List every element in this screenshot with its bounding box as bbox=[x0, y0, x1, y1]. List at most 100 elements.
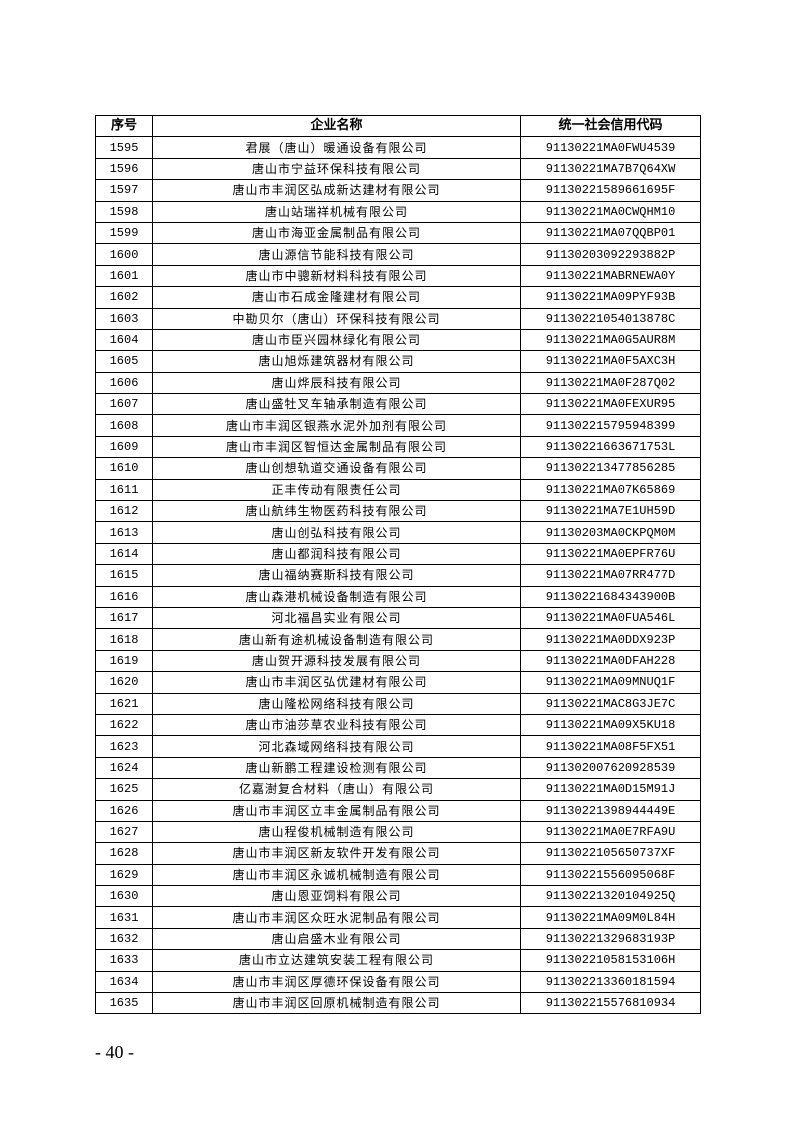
table-row: 1601 唐山市中骢新材料科技有限公司 91130221MABRNEWA0Y bbox=[95, 264, 701, 288]
credit-code: 91130221MA0DDX923P bbox=[520, 628, 701, 651]
company-name: 唐山市丰润区立丰金属制品有限公司 bbox=[152, 799, 521, 822]
company-name: 亿嘉澍复合材料（唐山）有限公司 bbox=[152, 778, 521, 801]
company-name: 唐山福纳赛斯科技有限公司 bbox=[152, 564, 521, 587]
credit-code: 911302215795948399 bbox=[520, 414, 701, 437]
company-name: 河北森域网络科技有限公司 bbox=[152, 735, 521, 758]
table-row: 1602 唐山市石成金隆建材有限公司 91130221MA09PYF93B bbox=[95, 286, 701, 309]
row-index: 1618 bbox=[95, 628, 153, 651]
table-row: 1603 中勘贝尔（唐山）环保科技有限公司 91130221054013878C bbox=[95, 307, 701, 330]
credit-code: 911302213477856285 bbox=[520, 457, 701, 480]
credit-code: 91130221MA0F5AXC3H bbox=[520, 350, 701, 373]
company-name: 唐山市丰润区众旺水泥制品有限公司 bbox=[152, 906, 521, 929]
row-index: 1631 bbox=[95, 906, 153, 929]
row-index: 1612 bbox=[95, 500, 153, 523]
table-row: 1614 唐山都润科技有限公司 91130221MA0EPFR76U bbox=[95, 542, 701, 566]
table-row: 1597 唐山市丰润区弘成新达建材有限公司 91130221589661695F bbox=[95, 179, 701, 202]
company-name: 唐山新鹏工程建设检测有限公司 bbox=[152, 756, 521, 780]
credit-code: 91130221054013878C bbox=[520, 307, 701, 330]
table-row: 1631 唐山市丰润区众旺水泥制品有限公司 91130221MA09M0L84H bbox=[95, 906, 701, 929]
table-row: 1618 唐山新有途机械设备制造有限公司 91130221MA0DDX923P bbox=[95, 628, 701, 651]
row-index: 1601 bbox=[95, 264, 153, 288]
credit-code: 91130221320104925Q bbox=[520, 885, 701, 908]
table-row: 1623 河北森域网络科技有限公司 91130221MA08F5FX51 bbox=[95, 735, 701, 758]
row-index: 1597 bbox=[95, 179, 153, 202]
table-row: 1605 唐山旭烁建筑器材有限公司 91130221MA0F5AXC3H bbox=[95, 350, 701, 373]
row-index: 1626 bbox=[95, 799, 153, 822]
row-index: 1599 bbox=[95, 221, 153, 245]
credit-code: 9113022105650737XF bbox=[520, 842, 701, 865]
company-name: 唐山贺开源科技发展有限公司 bbox=[152, 649, 521, 673]
table-row: 1604 唐山市臣兴园林绿化有限公司 91130221MA0G5AUR8M bbox=[95, 328, 701, 352]
table-row: 1595 君展（唐山）暖通设备有限公司 91130221MA0FWU4539 bbox=[95, 136, 701, 159]
credit-code: 91130203MA0CKPQM0M bbox=[520, 521, 701, 544]
credit-code: 91130221MA09X5KU18 bbox=[520, 713, 701, 737]
table-header-row: 序号 企业名称 统一社会信用代码 bbox=[95, 114, 701, 138]
company-name: 唐山烨辰科技有限公司 bbox=[152, 371, 521, 395]
table-row: 1633 唐山市立达建筑安装工程有限公司 91130221058153106H bbox=[95, 949, 701, 972]
table-row: 1611 正丰传动有限责任公司 91130221MA07K65869 bbox=[95, 478, 701, 502]
company-name: 唐山市丰润区弘成新达建材有限公司 bbox=[152, 179, 521, 202]
table-row: 1615 唐山福纳赛斯科技有限公司 91130221MA07RR477D bbox=[95, 564, 701, 587]
table-row: 1634 唐山市丰润区厚德环保设备有限公司 911302213360181594 bbox=[95, 970, 701, 994]
table-row: 1635 唐山市丰润区回原机械制造有限公司 911302215576810934 bbox=[95, 992, 701, 1015]
row-index: 1625 bbox=[95, 778, 153, 801]
credit-code: 91130203092293882P bbox=[520, 243, 701, 266]
credit-code: 91130221MA09M0L84H bbox=[520, 906, 701, 929]
credit-code: 91130221684343900B bbox=[520, 585, 701, 608]
row-index: 1596 bbox=[95, 157, 153, 181]
table-row: 1619 唐山贺开源科技发展有限公司 91130221MA0DFAH228 bbox=[95, 649, 701, 673]
header-index: 序号 bbox=[95, 114, 153, 138]
company-name: 唐山市丰润区厚德环保设备有限公司 bbox=[152, 970, 521, 994]
company-name: 中勘贝尔（唐山）环保科技有限公司 bbox=[152, 307, 521, 330]
credit-code: 91130221556095068F bbox=[520, 863, 701, 887]
table-row: 1628 唐山市丰润区新友软件开发有限公司 9113022105650737XF bbox=[95, 842, 701, 865]
credit-code: 91130221589661695F bbox=[520, 179, 701, 202]
credit-code: 91130221MA07K65869 bbox=[520, 478, 701, 502]
company-name: 唐山市宁益环保科技有限公司 bbox=[152, 157, 521, 181]
row-index: 1615 bbox=[95, 564, 153, 587]
credit-code: 91130221MA0FEXUR95 bbox=[520, 393, 701, 416]
company-name: 君展（唐山）暖通设备有限公司 bbox=[152, 136, 521, 159]
credit-code: 91130221MA0CWQHM10 bbox=[520, 200, 701, 223]
table-row: 1632 唐山启盛木业有限公司 91130221329683193P bbox=[95, 927, 701, 951]
credit-code: 91130221329683193P bbox=[520, 927, 701, 951]
company-name: 河北福昌实业有限公司 bbox=[152, 606, 521, 630]
row-index: 1603 bbox=[95, 307, 153, 330]
row-index: 1627 bbox=[95, 820, 153, 844]
row-index: 1611 bbox=[95, 478, 153, 502]
company-name: 唐山创想轨道交通设备有限公司 bbox=[152, 457, 521, 480]
company-name: 唐山旭烁建筑器材有限公司 bbox=[152, 350, 521, 373]
credit-code: 91130221MABRNEWA0Y bbox=[520, 264, 701, 288]
table-row: 1626 唐山市丰润区立丰金属制品有限公司 91130221398944449E bbox=[95, 799, 701, 822]
company-name: 唐山森港机械设备制造有限公司 bbox=[152, 585, 521, 608]
company-name: 唐山市海亚金属制品有限公司 bbox=[152, 221, 521, 245]
company-name: 唐山市中骢新材料科技有限公司 bbox=[152, 264, 521, 288]
row-index: 1622 bbox=[95, 713, 153, 737]
company-name: 唐山市石成金隆建材有限公司 bbox=[152, 286, 521, 309]
company-name: 正丰传动有限责任公司 bbox=[152, 478, 521, 502]
row-index: 1606 bbox=[95, 371, 153, 395]
row-index: 1613 bbox=[95, 521, 153, 544]
row-index: 1632 bbox=[95, 927, 153, 951]
credit-code: 91130221MA7B7Q64XW bbox=[520, 157, 701, 181]
table-row: 1613 唐山创弘科技有限公司 91130203MA0CKPQM0M bbox=[95, 521, 701, 544]
table-row: 1596 唐山市宁益环保科技有限公司 91130221MA7B7Q64XW bbox=[95, 157, 701, 181]
row-index: 1621 bbox=[95, 692, 153, 715]
header-company-name: 企业名称 bbox=[152, 114, 521, 138]
credit-code: 91130221663671753L bbox=[520, 435, 701, 459]
row-index: 1617 bbox=[95, 606, 153, 630]
table-row: 1630 唐山恩亚饲料有限公司 91130221320104925Q bbox=[95, 885, 701, 908]
row-index: 1635 bbox=[95, 992, 153, 1015]
row-index: 1595 bbox=[95, 136, 153, 159]
company-name: 唐山市丰润区弘优建材有限公司 bbox=[152, 671, 521, 694]
row-index: 1604 bbox=[95, 328, 153, 352]
table-row: 1624 唐山新鹏工程建设检测有限公司 911302007620928539 bbox=[95, 756, 701, 780]
row-index: 1633 bbox=[95, 949, 153, 972]
credit-code: 91130221MA09MNUQ1F bbox=[520, 671, 701, 694]
credit-code: 91130221MA07QQBP01 bbox=[520, 221, 701, 245]
row-index: 1616 bbox=[95, 585, 153, 608]
row-index: 1600 bbox=[95, 243, 153, 266]
company-name: 唐山航纬生物医药科技有限公司 bbox=[152, 500, 521, 523]
row-index: 1620 bbox=[95, 671, 153, 694]
row-index: 1623 bbox=[95, 735, 153, 758]
